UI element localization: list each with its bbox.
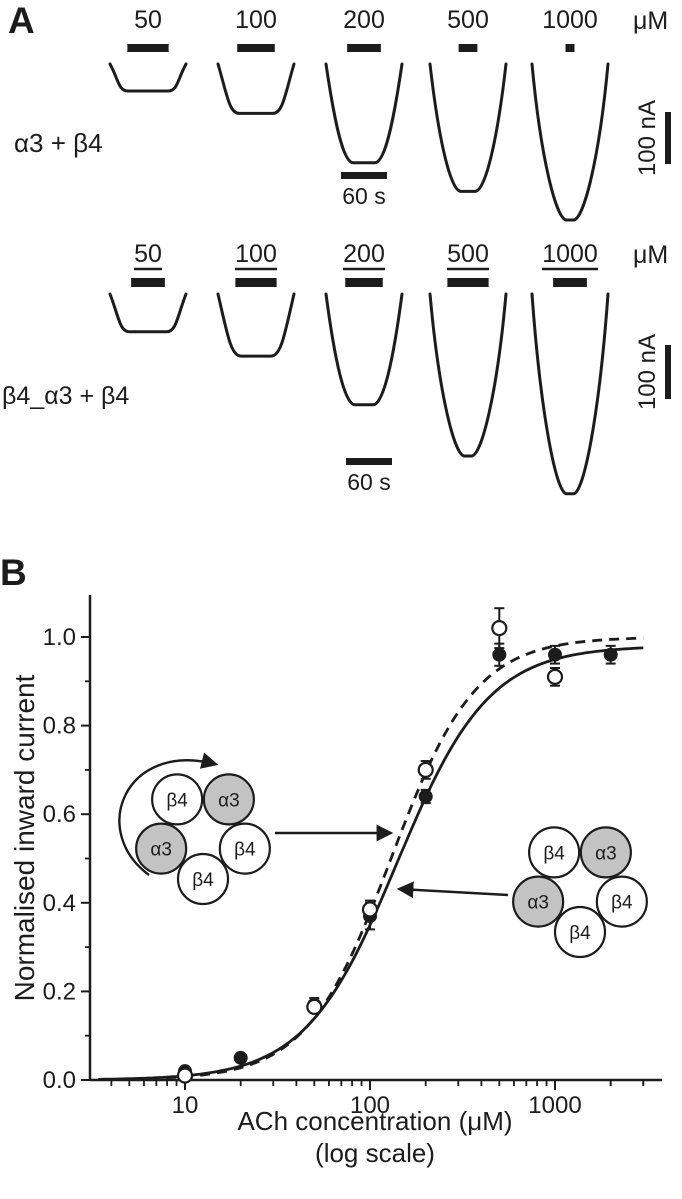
concentration-label: 200 [343, 240, 385, 268]
concentration-label: 200 [343, 6, 385, 34]
application-bar [458, 44, 478, 52]
panel-b-graphics: 0.0 0.2 0.4 0.6 0.8 1.0 10 100 1000 β4 α3 α3 β4 β4 β4 α… [43, 595, 662, 1119]
y-tick-label: 0.8 [43, 713, 76, 740]
panel-a-graphics: 50 100 200 500 1000 50 100 200 500 1000 [108, 6, 671, 496]
data-point-open [361, 901, 379, 918]
unit-label-row2: μM [633, 241, 669, 269]
data-point-filled [233, 1050, 248, 1065]
subunit-circle [151, 773, 204, 826]
receptor-label-row1: α3 + β4 [14, 128, 103, 158]
subunit-label: α3 [527, 893, 549, 914]
subunit-circle [176, 852, 230, 906]
subunit-circle [218, 822, 271, 875]
y-tick-label: 0.2 [43, 978, 76, 1005]
application-bar [237, 44, 275, 52]
y-tick-label: 0.6 [43, 801, 76, 828]
time-scale-label-row1: 60 s [342, 183, 386, 209]
pentamer-diagram: β4 α3 α3 β4 β4 [512, 826, 648, 959]
subunit-label: α3 [595, 843, 617, 864]
subunit-circle [579, 826, 632, 879]
current-scale-label-row2: 100 nA [634, 333, 661, 411]
data-point-filled [492, 647, 507, 662]
application-bar [235, 278, 277, 287]
concentration-label: 500 [447, 240, 489, 268]
application-bar [447, 278, 489, 287]
concentration-label: 50 [134, 6, 162, 34]
data-point-open [176, 1067, 194, 1084]
panel-b-label: B [0, 552, 27, 593]
concentration-label: 50 [134, 240, 162, 268]
application-bar [565, 44, 575, 52]
panel-a-label: A [8, 0, 35, 41]
x-tick-label: 100 [350, 1092, 390, 1119]
application-bar [127, 44, 169, 52]
subunit-circle [595, 875, 648, 928]
current-trace [530, 292, 610, 496]
time-scale-label-row2: 60 s [347, 469, 391, 495]
concentration-label: 100 [235, 240, 277, 268]
current-trace [428, 292, 508, 458]
subunit-circle [202, 773, 255, 826]
subunit-label: β4 [543, 843, 565, 864]
y-tick-label: 1.0 [43, 624, 76, 651]
current-trace [428, 62, 508, 193]
time-scale-bar [346, 458, 392, 465]
subunit-label: α3 [150, 840, 172, 861]
x-axis-title-line2: (log scale) [315, 1138, 435, 1168]
data-point-open [546, 668, 564, 685]
free-subunit-pointer-arrow [396, 881, 509, 899]
data-point-filled [548, 647, 562, 662]
concentration-label: 100 [235, 6, 277, 34]
y-tick-label: 0.4 [43, 890, 76, 917]
application-bar [347, 44, 381, 52]
x-tick-label: 10 [172, 1092, 199, 1119]
current-scale-label-row1: 100 nA [634, 99, 661, 177]
current-trace [108, 62, 188, 93]
subunit-label: β4 [166, 790, 188, 811]
subunit-circle [135, 822, 188, 875]
subunit-label: β4 [234, 840, 256, 861]
subunit-label: β4 [569, 923, 591, 944]
linker-arrow [118, 752, 219, 876]
subunit-label: β4 [192, 870, 214, 891]
application-bar [553, 278, 587, 287]
subunit-circle [528, 826, 581, 879]
receptor-label-row2: β4_α3 + β4 [2, 382, 130, 410]
subunit-circle [512, 875, 565, 928]
y-axis-title: Normalised inward current [9, 674, 40, 1002]
data-point-open [491, 620, 508, 637]
subunit-circle [553, 905, 607, 959]
application-bar [131, 278, 165, 287]
application-bar [345, 278, 383, 287]
data-point-filled [418, 789, 433, 804]
data-point-open [306, 998, 323, 1016]
x-axis-title-line1: ACh concentration (μM) [237, 1106, 513, 1136]
current-trace [530, 62, 610, 222]
current-trace [216, 62, 296, 115]
x-tick-label: 1000 [528, 1092, 581, 1119]
data-point-filled [603, 647, 618, 662]
time-scale-bar [341, 172, 387, 179]
data-point-open [417, 761, 434, 778]
y-tick-label: 0.0 [43, 1067, 76, 1094]
subunit-label: β4 [611, 893, 633, 914]
current-trace [108, 292, 188, 334]
concentration-label: 500 [447, 6, 489, 34]
unit-label-row1: μM [633, 7, 669, 35]
current-trace [216, 292, 296, 358]
current-trace [324, 292, 404, 407]
subunit-label: α3 [218, 790, 240, 811]
concentration-label: 1000 [542, 240, 598, 268]
concentration-label: 1000 [542, 6, 598, 34]
current-trace [324, 62, 404, 165]
pentamer-diagram: β4 α3 α3 β4 β4 [118, 752, 271, 906]
